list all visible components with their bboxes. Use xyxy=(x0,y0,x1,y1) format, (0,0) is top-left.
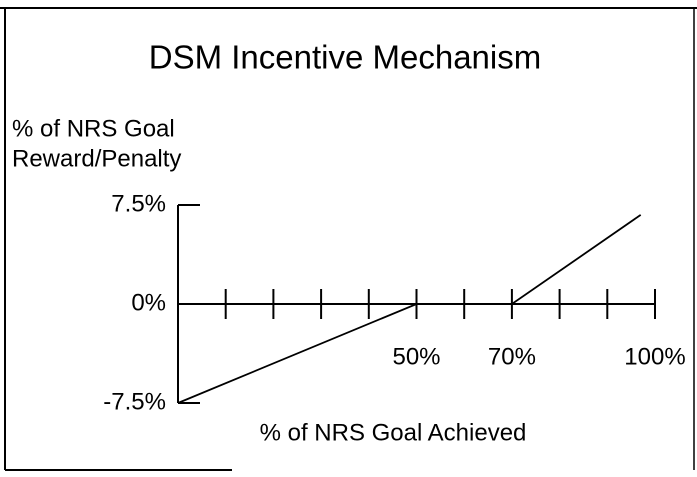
y-tick-label: 0% xyxy=(131,289,166,316)
y-axis-label: Reward/Penalty xyxy=(12,145,181,172)
x-tick-label: 50% xyxy=(392,343,440,370)
x-axis-label: % of NRS Goal Achieved xyxy=(260,419,527,446)
x-tick-label: 70% xyxy=(488,343,536,370)
data-line xyxy=(177,214,642,404)
y-axis-label: % of NRS Goal xyxy=(12,115,175,142)
x-tick-label: 100% xyxy=(624,343,685,370)
y-tick-label: 7.5% xyxy=(111,190,166,217)
y-tick-label: -7.5% xyxy=(103,388,166,415)
chart-title: DSM Incentive Mechanism xyxy=(149,39,541,76)
